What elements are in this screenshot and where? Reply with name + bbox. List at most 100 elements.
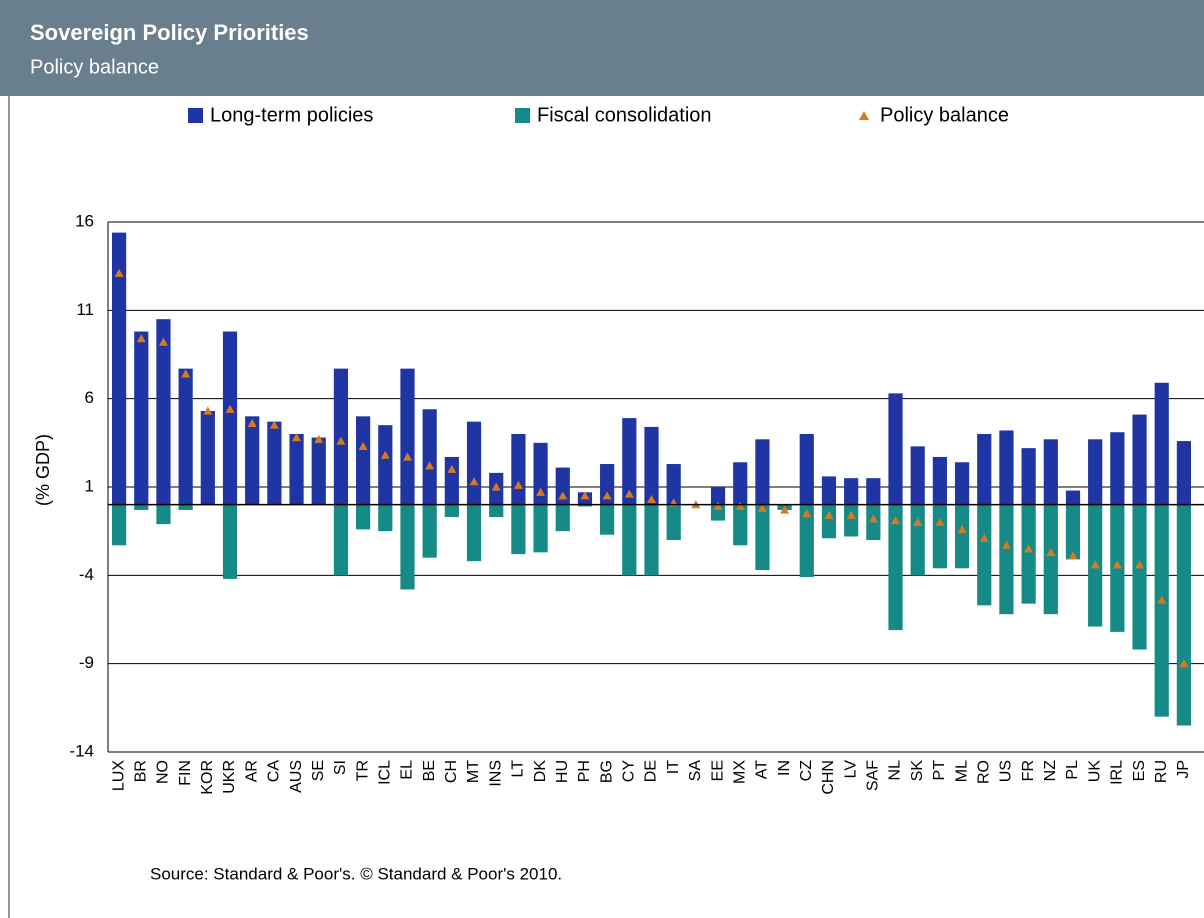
- bar: [1065, 490, 1081, 505]
- x-tick-label: PL: [1064, 760, 1081, 780]
- bar: [755, 504, 770, 571]
- balance-marker: [802, 509, 812, 518]
- x-tick-label: BG: [598, 760, 615, 783]
- balance-marker: [868, 514, 878, 523]
- balance-marker: [757, 503, 767, 512]
- bar: [821, 504, 837, 539]
- balance-marker: [824, 510, 834, 519]
- balance-marker: [513, 480, 523, 489]
- bar: [489, 504, 504, 518]
- bar: [600, 464, 615, 505]
- bar: [1132, 414, 1147, 505]
- bar: [799, 434, 814, 505]
- balance-marker: [913, 517, 923, 526]
- chart-subtitle: Policy balance: [30, 56, 159, 78]
- x-tick-label: SE: [310, 760, 327, 781]
- x-tick-label: EE: [709, 760, 726, 781]
- bar: [1043, 439, 1058, 505]
- bar: [156, 504, 171, 525]
- x-tick-label: RO: [975, 760, 992, 784]
- bar: [533, 504, 548, 553]
- bar: [1021, 504, 1036, 604]
- x-tick-label: SA: [687, 760, 704, 782]
- balance-marker: [558, 491, 568, 500]
- bar: [422, 409, 437, 505]
- x-tick-label: SK: [909, 760, 926, 782]
- x-tick-label: PT: [931, 760, 948, 781]
- bar: [178, 368, 193, 505]
- bar: [710, 487, 726, 505]
- bar: [644, 426, 659, 505]
- balance-marker: [425, 461, 435, 470]
- x-tick-label: IRL: [1109, 760, 1126, 785]
- bar: [378, 425, 393, 505]
- x-tick-label: KOR: [199, 760, 216, 795]
- bar: [1176, 504, 1192, 726]
- bar: [466, 421, 482, 505]
- bar: [932, 504, 947, 569]
- bar: [755, 439, 770, 505]
- x-tick-label: ES: [1131, 760, 1148, 781]
- x-tick-label: CY: [621, 760, 638, 783]
- bar: [977, 504, 992, 606]
- x-tick-label: UK: [1086, 760, 1103, 783]
- x-tick-label: DK: [532, 760, 549, 783]
- balance-marker: [1179, 659, 1189, 668]
- bar: [999, 430, 1014, 505]
- y-tick-label: -4: [79, 565, 94, 584]
- balance-marker: [580, 491, 590, 500]
- bar: [222, 331, 238, 505]
- balance-marker: [846, 510, 856, 519]
- balance-marker: [469, 477, 479, 486]
- balance-marker: [935, 517, 945, 526]
- x-tick-label: NL: [887, 760, 904, 781]
- balance-marker: [1001, 540, 1011, 549]
- balance-marker: [891, 516, 901, 525]
- legend-label: Policy balance: [880, 104, 1009, 126]
- y-tick-label: 6: [85, 388, 94, 407]
- y-tick-label: 1: [85, 476, 94, 495]
- bar: [954, 462, 970, 505]
- bar: [289, 434, 304, 505]
- x-tick-label: RU: [1153, 760, 1170, 783]
- bar: [1110, 432, 1125, 505]
- balance-marker: [647, 494, 656, 503]
- x-tick-label: BR: [132, 760, 149, 782]
- balance-marker: [314, 434, 324, 443]
- balance-marker: [225, 404, 235, 413]
- x-tick-label: EL: [399, 760, 416, 780]
- x-tick-label: AT: [754, 760, 771, 779]
- x-tick-label: MT: [465, 760, 482, 783]
- x-tick-label: CA: [266, 760, 283, 783]
- x-tick-label: PH: [576, 760, 593, 782]
- bar: [1043, 504, 1058, 615]
- bar: [1065, 504, 1081, 560]
- y-tick-label: -14: [69, 741, 94, 760]
- bar: [666, 464, 681, 505]
- bar: [666, 504, 681, 540]
- x-tick-label: ICL: [377, 760, 394, 785]
- x-tick-label: CH: [443, 760, 460, 783]
- bar: [977, 434, 992, 505]
- bar: [954, 504, 970, 569]
- bar: [733, 462, 748, 505]
- balance-marker: [536, 487, 546, 496]
- x-tick-label: IT: [665, 760, 682, 774]
- balance-marker: [269, 420, 279, 429]
- bar: [267, 421, 282, 505]
- balance-marker: [358, 441, 368, 450]
- bar: [999, 504, 1014, 615]
- balance-marker: [181, 369, 191, 378]
- bar: [555, 504, 570, 532]
- bar: [533, 442, 548, 505]
- bar: [111, 232, 127, 505]
- header-bar: [0, 0, 1204, 96]
- x-tick-label: SAF: [865, 760, 882, 791]
- balance-marker: [957, 524, 967, 533]
- balance-marker: [1024, 544, 1034, 553]
- bar: [134, 504, 149, 510]
- bar: [555, 467, 570, 505]
- x-tick-label: NZ: [1042, 760, 1059, 782]
- x-tick-label: DE: [643, 760, 660, 782]
